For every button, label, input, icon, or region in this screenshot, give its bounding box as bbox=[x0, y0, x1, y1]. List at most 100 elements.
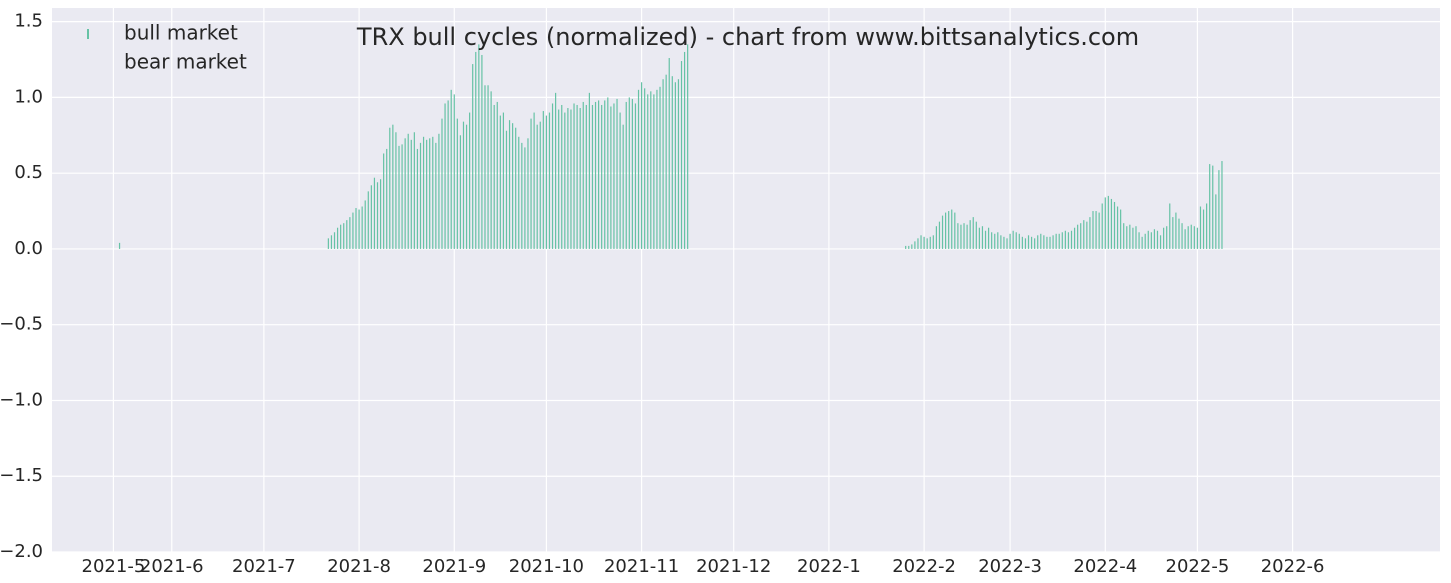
bar bbox=[674, 82, 676, 249]
y-tick-label: 1.5 bbox=[14, 11, 43, 32]
bar bbox=[911, 244, 913, 249]
bar bbox=[935, 226, 937, 249]
bar bbox=[444, 103, 446, 249]
legend-label: bull market bbox=[124, 21, 238, 45]
bar bbox=[352, 212, 354, 249]
bar bbox=[1058, 233, 1060, 249]
bar bbox=[1006, 238, 1008, 249]
bar bbox=[502, 112, 505, 249]
bar bbox=[1169, 203, 1171, 249]
bar bbox=[533, 112, 535, 249]
bar bbox=[926, 238, 928, 249]
bar bbox=[588, 92, 590, 249]
bar bbox=[987, 227, 990, 249]
y-tick-label: −0.5 bbox=[0, 314, 43, 335]
bar bbox=[616, 98, 618, 249]
bar bbox=[558, 109, 560, 249]
bar bbox=[634, 103, 637, 249]
bar bbox=[1009, 233, 1011, 249]
bar bbox=[981, 226, 984, 249]
bar bbox=[929, 236, 931, 249]
bar bbox=[1212, 165, 1214, 249]
bar bbox=[905, 245, 907, 249]
bar bbox=[908, 245, 910, 249]
bar bbox=[545, 115, 547, 249]
bar bbox=[1095, 211, 1097, 249]
bar bbox=[619, 112, 621, 249]
bar bbox=[570, 109, 572, 249]
bar bbox=[644, 88, 646, 249]
legend-marker bbox=[87, 29, 89, 39]
bar bbox=[1052, 235, 1054, 249]
bar bbox=[1202, 209, 1205, 249]
bar bbox=[370, 185, 372, 249]
bar bbox=[1209, 164, 1211, 249]
bar bbox=[1159, 235, 1162, 249]
bar bbox=[383, 153, 385, 249]
bar bbox=[330, 235, 333, 249]
bar bbox=[435, 142, 437, 249]
bar bbox=[512, 123, 514, 249]
bar bbox=[1206, 203, 1208, 249]
legend-label: bear market bbox=[124, 50, 247, 74]
x-tick-label: 2021-8 bbox=[327, 556, 391, 577]
x-tick-label: 2021-5 bbox=[82, 556, 146, 577]
bar bbox=[1000, 235, 1002, 249]
bar bbox=[1086, 221, 1088, 249]
bar bbox=[650, 91, 652, 249]
x-tick-label: 2022-5 bbox=[1166, 556, 1230, 577]
bar bbox=[687, 44, 689, 249]
bar bbox=[343, 223, 345, 249]
bar bbox=[1172, 217, 1174, 249]
bar bbox=[1163, 227, 1165, 249]
bar bbox=[1190, 224, 1192, 249]
bar bbox=[1116, 206, 1119, 249]
bar bbox=[447, 100, 449, 249]
bar bbox=[1147, 230, 1149, 249]
bar bbox=[493, 104, 495, 249]
bar bbox=[456, 118, 458, 249]
bar bbox=[1030, 236, 1033, 249]
bar bbox=[465, 124, 468, 249]
bar bbox=[551, 103, 554, 249]
x-tick-label: 2021-7 bbox=[232, 556, 296, 577]
bar bbox=[917, 238, 919, 249]
bar bbox=[475, 51, 477, 249]
bar bbox=[972, 217, 974, 249]
bar bbox=[668, 58, 670, 249]
bar bbox=[647, 94, 649, 249]
bar bbox=[622, 124, 624, 249]
bar bbox=[656, 89, 658, 249]
bar bbox=[361, 206, 363, 249]
bar bbox=[413, 132, 415, 249]
bar bbox=[1187, 226, 1189, 249]
bar bbox=[490, 91, 492, 249]
bar bbox=[499, 115, 501, 249]
bar bbox=[327, 238, 329, 249]
bar bbox=[333, 232, 336, 249]
bar bbox=[567, 108, 569, 249]
bar bbox=[1040, 233, 1042, 249]
bar bbox=[960, 224, 962, 249]
bar bbox=[1199, 206, 1202, 249]
bar bbox=[453, 94, 455, 249]
bar bbox=[548, 112, 551, 249]
bar bbox=[472, 64, 474, 249]
y-tick-label: −1.5 bbox=[0, 465, 43, 486]
y-tick-label: 0.5 bbox=[14, 162, 43, 183]
bar bbox=[637, 89, 640, 249]
bar bbox=[665, 74, 667, 249]
bar bbox=[963, 223, 965, 249]
bar bbox=[407, 133, 409, 249]
bar bbox=[429, 138, 431, 249]
bar bbox=[1166, 226, 1168, 249]
bar bbox=[1046, 236, 1048, 249]
bar bbox=[640, 82, 643, 249]
bar bbox=[515, 127, 517, 249]
bar bbox=[1021, 236, 1023, 249]
bar bbox=[978, 227, 980, 249]
bar bbox=[1098, 212, 1100, 249]
bar bbox=[346, 220, 348, 249]
bar bbox=[340, 224, 342, 249]
y-tick-label: −1.0 bbox=[0, 389, 43, 410]
